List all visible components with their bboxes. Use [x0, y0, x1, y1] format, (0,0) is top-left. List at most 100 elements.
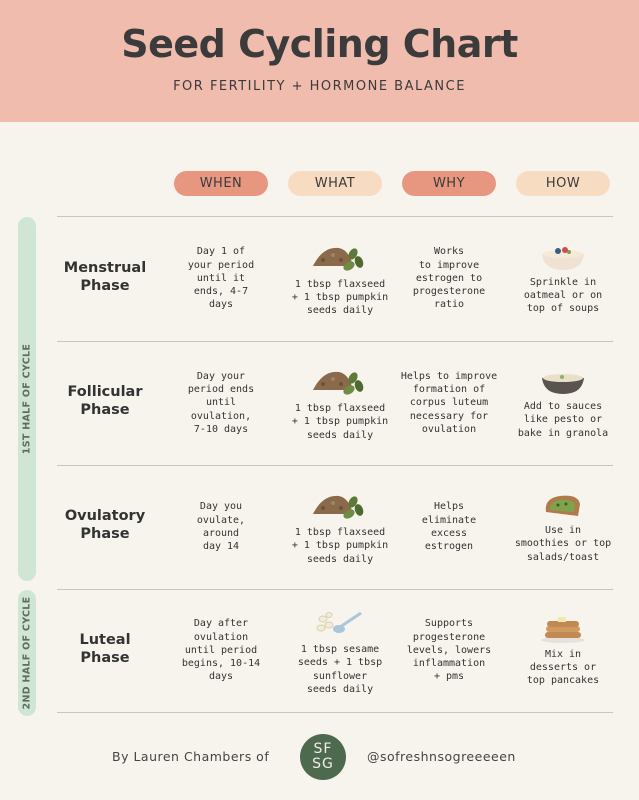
how-cell: Mix in desserts or top pancakes — [507, 593, 619, 708]
cell-line: days — [208, 671, 234, 683]
side-label: 2ND HALF OF CYCLE — [21, 596, 33, 710]
column-header: WHY — [402, 171, 496, 196]
what-cell: 1 tbsp sesame seeds + 1 tbsp sunflower seed… — [284, 593, 396, 708]
what-cell: 1 tbsp flaxseed + 1 tbsp pumpkin seeds dai… — [284, 220, 396, 337]
cell-line: 1 tbsp flaxseed — [294, 278, 386, 290]
column-header: WHAT — [288, 171, 382, 196]
cell-line: eliminate — [421, 514, 477, 526]
cell-line: salads/toast — [526, 551, 600, 563]
phase-line: Follicular — [67, 384, 143, 400]
cell-line: 1 tbsp sesame — [300, 643, 380, 655]
header-band — [0, 0, 639, 122]
side-label: 1ST HALF OF CYCLE — [21, 343, 33, 455]
cell-line: estrogen to — [415, 272, 483, 284]
phase-name: Follicular Phase — [55, 383, 155, 419]
why-cell: Helps eliminate excess estrogen — [393, 469, 505, 585]
cell-line: + 1 tbsp pumpkin — [291, 416, 389, 428]
logo-text: SG — [312, 756, 334, 772]
handle: @sofreshnsogreeeeen — [367, 749, 516, 764]
cell-line: Helps — [433, 501, 465, 513]
phase-line: Menstrual — [63, 259, 147, 276]
cell-line: begins, 10-14 — [181, 658, 261, 670]
column-header: WHEN — [174, 171, 268, 196]
why-cell: Helps to improve formation of corpus luteu… — [393, 345, 505, 461]
phase-name: Menstrual Phase — [55, 259, 155, 295]
cell-line: ovulation, — [190, 410, 252, 422]
row-divider — [57, 465, 613, 466]
cell-line: ovulation — [193, 631, 249, 643]
phase-line: Phase — [80, 402, 130, 418]
cell-line: Works — [433, 246, 465, 258]
cell-line: estrogen — [424, 541, 474, 553]
cell-line: ovulation — [421, 423, 477, 435]
food-icon — [538, 614, 588, 644]
why-cell: Works to improve estrogen to progesterone ra… — [393, 220, 505, 337]
cell-line: necessary for — [409, 410, 489, 422]
logo: SF SG — [300, 734, 346, 780]
cell-line: ends, 4-7 — [193, 286, 249, 298]
cell-line: sunflower — [312, 670, 368, 682]
cell-line: desserts or — [529, 661, 597, 673]
cell-line: period ends — [187, 384, 255, 396]
phase-line: Ovulatory — [64, 508, 146, 524]
cell-line: progesterone — [412, 286, 486, 298]
logo-text: SF — [313, 741, 333, 757]
cell-line: your period — [187, 259, 255, 271]
cell-line: top pancakes — [526, 675, 600, 687]
food-icon — [538, 366, 588, 396]
cell-line: inflammation — [412, 658, 486, 670]
seed-icon — [309, 364, 371, 398]
phase-line: Phase — [80, 526, 130, 542]
cell-line: 7-10 days — [193, 423, 249, 435]
phase-line: Luteal — [79, 631, 131, 648]
how-cell: Use in smoothies or top salads/toast — [507, 469, 619, 585]
cell-line: seeds daily — [306, 305, 374, 317]
cell-line: to improve — [418, 259, 480, 271]
cell-line: Day your — [196, 370, 246, 382]
cell-line: + 1 tbsp pumpkin — [291, 291, 389, 303]
cell-line: seeds daily — [306, 429, 374, 441]
phase-name: Luteal Phase — [55, 631, 155, 667]
cell-line: corpus luteum — [409, 397, 489, 409]
cell-line: Helps to improve — [400, 370, 498, 382]
cell-line: smoothies or top — [514, 538, 612, 550]
cell-line: until it — [196, 272, 246, 284]
row-divider — [57, 341, 613, 342]
row-divider — [57, 216, 613, 217]
column-header: HOW — [516, 171, 610, 196]
cell-line: seeds daily — [306, 553, 374, 565]
cell-line: like pesto or — [523, 414, 603, 426]
cell-line: excess — [430, 528, 468, 539]
cell-line: around — [202, 528, 240, 539]
cell-line: + pms — [433, 671, 465, 683]
cell-line: levels, lowers — [406, 644, 492, 656]
when-cell: Day you ovulate, around day 14 — [165, 469, 277, 585]
title: Seed Cycling Chart — [121, 22, 518, 66]
food-icon — [538, 242, 588, 272]
phase-line: Phase — [80, 649, 130, 666]
cell-line: Day 1 of — [196, 246, 246, 258]
cell-line: Sprinkle in — [529, 276, 597, 288]
subtitle: FOR FERTILITY + HORMONE BALANCE — [173, 79, 466, 94]
row-divider — [57, 589, 613, 590]
seed-icon — [309, 488, 371, 522]
cell-line: Mix in — [544, 648, 582, 660]
cell-line: until — [205, 397, 237, 409]
credit: By Lauren Chambers of — [112, 749, 270, 764]
cell-line: bake in granola — [517, 427, 609, 439]
cell-line: Use in — [544, 525, 582, 537]
when-cell: Day your period ends until ovulation, 7-10 d… — [165, 345, 277, 461]
side-bar: 2ND HALF OF CYCLE — [18, 590, 36, 716]
when-cell: Day after ovulation until period begins, 10… — [165, 593, 277, 708]
how-cell: Add to sauces like pesto or bake in granol… — [507, 345, 619, 461]
how-cell: Sprinkle in oatmeal or on top of soups — [507, 220, 619, 337]
cell-line: Supports — [424, 618, 474, 630]
cell-line: day 14 — [202, 541, 240, 553]
what-cell: 1 tbsp flaxseed + 1 tbsp pumpkin seeds dai… — [284, 469, 396, 585]
phase-line: Phase — [80, 277, 130, 294]
cell-line: until period — [184, 644, 258, 656]
cell-line: + 1 tbsp pumpkin — [291, 540, 389, 552]
food-icon — [538, 490, 588, 520]
phase-name: Ovulatory Phase — [55, 507, 155, 543]
